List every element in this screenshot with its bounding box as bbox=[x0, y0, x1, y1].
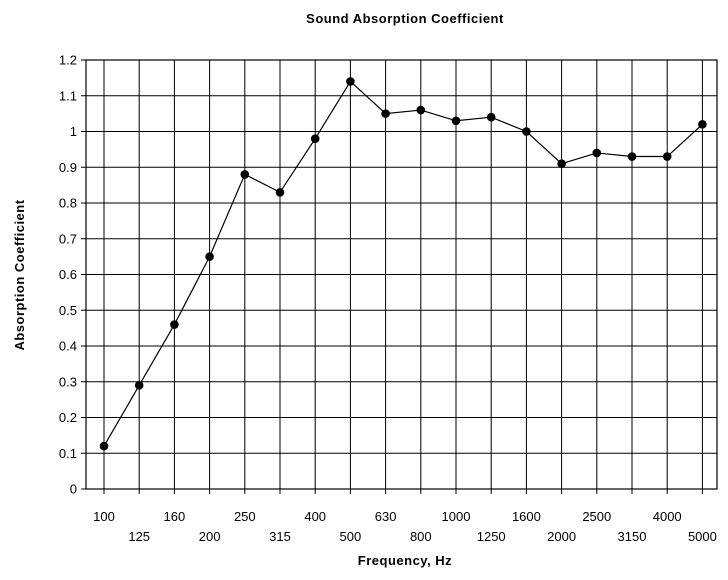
data-point bbox=[486, 112, 496, 122]
y-tick-label: 0.6 bbox=[59, 267, 77, 282]
data-point bbox=[557, 159, 566, 168]
x-tick-label: 5000 bbox=[688, 529, 717, 544]
y-tick-label: 0.7 bbox=[59, 231, 77, 246]
data-point bbox=[310, 134, 320, 143]
y-tick-label: 0.4 bbox=[59, 339, 77, 354]
x-tick-label: 800 bbox=[410, 529, 432, 544]
y-tick-label: 0.5 bbox=[59, 303, 77, 318]
data-point bbox=[381, 109, 390, 118]
data-point bbox=[99, 441, 109, 451]
data-point bbox=[416, 105, 426, 115]
series-absorption bbox=[99, 77, 707, 451]
y-axis-title: Absorption Coefficient bbox=[12, 199, 27, 350]
x-tick-label: 2500 bbox=[582, 509, 611, 524]
data-point bbox=[592, 148, 602, 158]
y-axis: 0 0.1 0.2 0.3 0.4 0.5 0.6 0.7 0.8 0.9 1 1.1 1.2 bbox=[59, 53, 86, 497]
series-line bbox=[103, 80, 703, 447]
y-tick-label: 0.9 bbox=[59, 160, 77, 175]
data-point bbox=[627, 152, 637, 161]
x-axis: 100 125 160 200 250 315 400 500 630 800 1000 1250 16… bbox=[93, 489, 717, 544]
x-tick-label: 1250 bbox=[477, 529, 506, 544]
data-point bbox=[205, 252, 214, 261]
x-tick-label: 2000 bbox=[547, 529, 576, 544]
x-tick-label: 4000 bbox=[653, 509, 682, 524]
data-point bbox=[275, 187, 285, 197]
y-tick-label: 0.3 bbox=[59, 374, 77, 389]
y-tick-label: 1.2 bbox=[59, 53, 77, 68]
data-point bbox=[134, 381, 144, 390]
x-axis-title: Frequency, Hz bbox=[358, 553, 452, 568]
x-tick-label: 630 bbox=[375, 509, 397, 524]
x-tick-label: 315 bbox=[269, 529, 291, 544]
x-tick-label: 250 bbox=[234, 509, 256, 524]
y-tick-label: 0.8 bbox=[59, 196, 77, 211]
data-point bbox=[451, 116, 461, 126]
x-tick-label: 200 bbox=[199, 529, 221, 544]
x-tick-label: 100 bbox=[93, 509, 115, 524]
y-tick-label: 1 bbox=[70, 124, 77, 139]
x-tick-label: 3150 bbox=[618, 529, 647, 544]
y-tick-label: 0.1 bbox=[59, 446, 77, 461]
data-point bbox=[522, 127, 531, 136]
x-tick-label: 160 bbox=[164, 509, 186, 524]
data-point bbox=[240, 170, 250, 179]
x-tick-label: 1000 bbox=[442, 509, 471, 524]
x-tick-label: 400 bbox=[304, 509, 326, 524]
y-tick-label: 0 bbox=[70, 482, 77, 497]
chart-title: Sound Absorption Coefficient bbox=[306, 11, 504, 26]
x-tick-label: 500 bbox=[340, 529, 362, 544]
data-point bbox=[346, 77, 355, 86]
grid-lines bbox=[86, 59, 717, 490]
y-tick-label: 0.2 bbox=[59, 410, 77, 425]
y-tick-label: 1.1 bbox=[59, 88, 77, 103]
data-point bbox=[662, 152, 672, 161]
x-tick-label: 125 bbox=[128, 529, 150, 544]
x-tick-label: 1600 bbox=[512, 509, 541, 524]
data-point bbox=[698, 120, 707, 129]
data-point bbox=[170, 320, 179, 329]
